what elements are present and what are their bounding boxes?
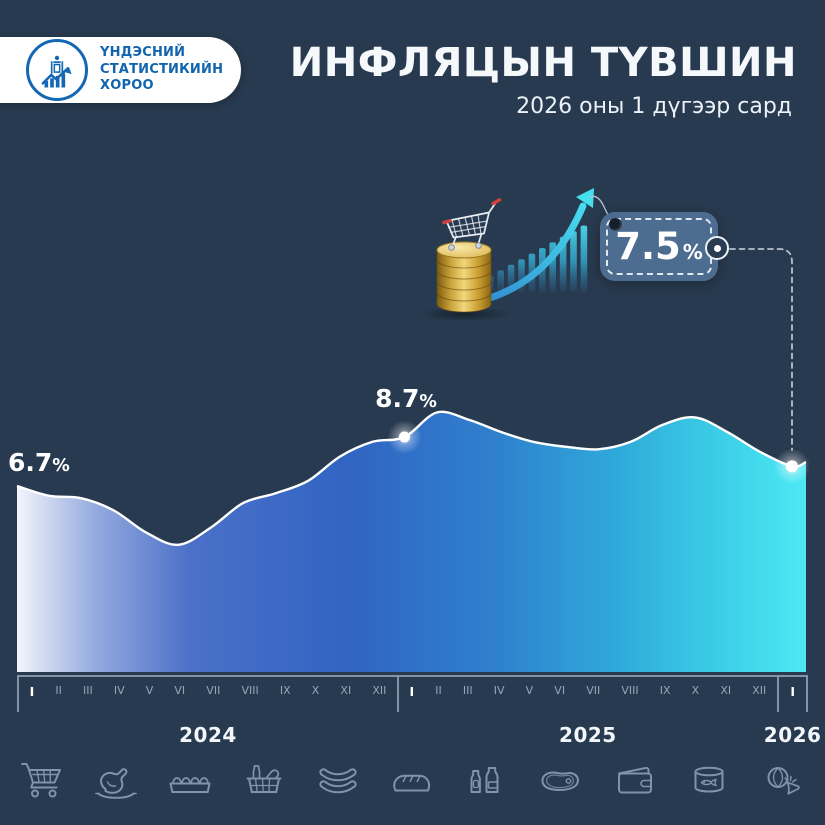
inflation-line <box>16 410 807 547</box>
peak-value-label: 8.7% <box>375 384 437 413</box>
sausages-icon <box>319 768 357 794</box>
grocery-basket-icon <box>246 765 282 793</box>
callout-value-group: 7.5 % <box>600 212 718 281</box>
bread-loaf-icon <box>393 774 431 792</box>
tag-connector-ring-icon <box>705 236 729 260</box>
month-label-2025-XII: XII <box>752 684 767 697</box>
growth-arrow-icon <box>463 188 594 308</box>
canned-fish-icon <box>694 766 724 793</box>
logo-line-2: СТАТИСТИКИЙН <box>100 61 224 77</box>
month-label-2025-VII: VII <box>586 684 601 697</box>
month-label-2025-IX: IX <box>659 684 671 697</box>
month-label-2025-XI: XI <box>720 684 732 697</box>
axis-year-segment-2024: I II III IV V VI VII VIII IX X XI XII 2024 <box>17 675 397 747</box>
month-label-2025-IV: IV <box>493 684 505 697</box>
logo-line-1: ҮНДЭСНИЙ <box>100 45 186 61</box>
inflation-callout-tag: 7.5 % <box>600 212 718 281</box>
callout-value: 7.5 <box>615 225 681 268</box>
meat-steak-icon <box>541 771 579 791</box>
month-label-2024-IX: IX <box>279 684 291 697</box>
month-label-2024-X: X <box>311 684 320 697</box>
month-label-2024-VIII: VIII <box>241 684 259 697</box>
month-label-2025-III: III <box>462 684 473 697</box>
tag-hole-icon <box>609 218 622 231</box>
inflation-area-fill <box>17 411 806 672</box>
time-axis: I II III IV V VI VII VIII IX X XI XII 2024 I II III IV V V… <box>17 675 821 747</box>
month-label-2024-III: III <box>82 684 93 697</box>
food-icons-row <box>0 757 825 803</box>
month-label-2024-V: V <box>145 684 154 697</box>
month-label-2024-XI: XI <box>340 684 352 697</box>
growth-bars-icon <box>487 225 588 292</box>
month-label-2025-I: I <box>409 684 415 699</box>
year-label-2024: 2024 <box>179 723 237 747</box>
callout-unit: % <box>682 240 703 264</box>
nso-emblem-icon <box>41 55 72 88</box>
logo-line-3: ХОРОО <box>100 78 154 94</box>
latest-point-marker <box>786 460 798 473</box>
month-label-2026-I: I <box>790 684 795 699</box>
shopping-cart-icon <box>21 763 61 798</box>
page-title: ИНФЛЯЦЫН ТҮВШИН <box>289 40 797 86</box>
year-label-2026: 2026 <box>763 723 822 747</box>
nso-logo-badge: ҮНДЭСНИЙ СТАТИСТИКИЙН ХОРОО <box>0 37 241 103</box>
month-label-2024-VI: VI <box>174 684 186 697</box>
month-label-2024-I: I <box>29 684 35 699</box>
month-label-2025-X: X <box>691 684 700 697</box>
page-subtitle: 2026 оны 1 дүгээр сард <box>516 94 792 119</box>
nso-logo-icon <box>26 39 88 101</box>
month-label-2025-V: V <box>525 684 534 697</box>
wallet-icon <box>617 766 652 794</box>
axis-year-segment-2026: I 2026 <box>764 675 821 747</box>
month-label-2024-II: II <box>55 684 62 697</box>
coin-stack-icon <box>436 241 492 313</box>
month-label-2025-II: II <box>435 684 442 697</box>
month-label-2025-VIII: VIII <box>621 684 639 697</box>
latest-point-glow <box>774 448 810 485</box>
peak-point-glow <box>387 420 422 454</box>
year-label-2025: 2025 <box>559 723 617 747</box>
roast-chicken-icon <box>95 768 137 799</box>
month-label-2025-VI: VI <box>554 684 566 697</box>
axis-year-segment-2025: I II III IV V VI VII VIII IX X XI XII 2025 <box>396 675 777 747</box>
tag-connector-line <box>729 248 793 451</box>
nso-logo-text: ҮНДЭСНИЙ СТАТИСТИКИЙН ХОРОО <box>100 45 223 95</box>
start-value-label: 6.7% <box>8 448 70 477</box>
title-block: ИНФЛЯЦЫН ТҮВШИН 2026 оны 1 дүгээр сард <box>290 40 797 119</box>
beverages-icon <box>470 767 499 793</box>
shopping-cart-illustration-icon <box>442 198 502 251</box>
month-label-2024-XII: XII <box>372 684 387 697</box>
month-label-2024-IV: IV <box>113 684 125 697</box>
peak-point-marker <box>399 431 410 443</box>
vegetables-icon <box>767 767 800 795</box>
coins-shadow <box>425 306 511 322</box>
month-label-2024-VII: VII <box>206 684 221 697</box>
egg-tray-icon <box>169 777 211 793</box>
